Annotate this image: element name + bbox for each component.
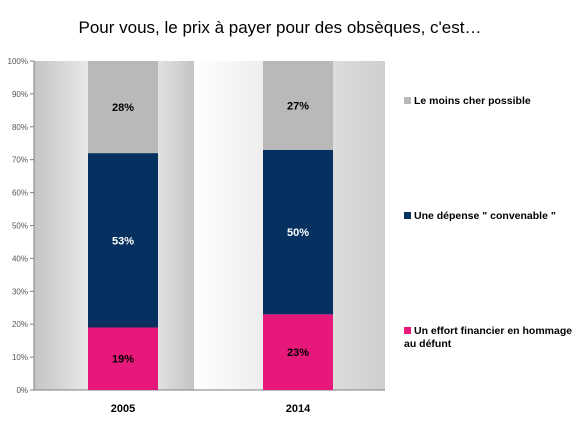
bar-value-label: 28%	[112, 102, 134, 114]
y-tick-label: 50%	[12, 222, 28, 231]
bar-segment	[88, 153, 158, 328]
legend-swatch	[404, 212, 411, 219]
legend-label: Une dépense " convenable "	[414, 210, 556, 222]
bar-segment	[88, 61, 158, 154]
legend-label: Un effort financier en hommage au défunt	[404, 325, 573, 350]
legend-item: Une dépense " convenable "	[404, 210, 576, 223]
y-tick-label: 30%	[12, 287, 28, 296]
bar-value-label: 53%	[112, 235, 134, 247]
chart-title: Pour vous, le prix à payer pour des obsè…	[78, 18, 482, 37]
x-tick-label: 2014	[286, 403, 311, 415]
bar-segment	[88, 327, 158, 390]
y-tick-label: 40%	[12, 254, 28, 263]
legend-swatch	[404, 97, 411, 104]
bar-value-label: 23%	[287, 347, 309, 359]
bar-value-label: 27%	[287, 100, 309, 112]
bar-segment	[263, 61, 333, 150]
bar-value-label: 19%	[112, 354, 134, 366]
legend-swatch	[404, 327, 411, 334]
y-tick-label: 80%	[12, 123, 28, 132]
legend-item: Un effort financier en hommage au défunt	[404, 325, 576, 351]
bar-segment	[263, 149, 333, 315]
bar-value-label: 50%	[287, 227, 309, 239]
y-tick-label: 20%	[12, 320, 28, 329]
y-tick-label: 60%	[12, 189, 28, 198]
y-tick-label: 100%	[8, 57, 28, 66]
x-tick-label: 2005	[111, 403, 135, 415]
y-tick-label: 90%	[12, 90, 28, 99]
bar-segment	[263, 314, 333, 390]
y-tick-label: 70%	[12, 156, 28, 165]
legend-item: Le moins cher possible	[404, 95, 576, 108]
y-tick-label: 0%	[16, 386, 28, 395]
y-tick-label: 10%	[12, 353, 28, 362]
legend-label: Le moins cher possible	[414, 95, 531, 107]
